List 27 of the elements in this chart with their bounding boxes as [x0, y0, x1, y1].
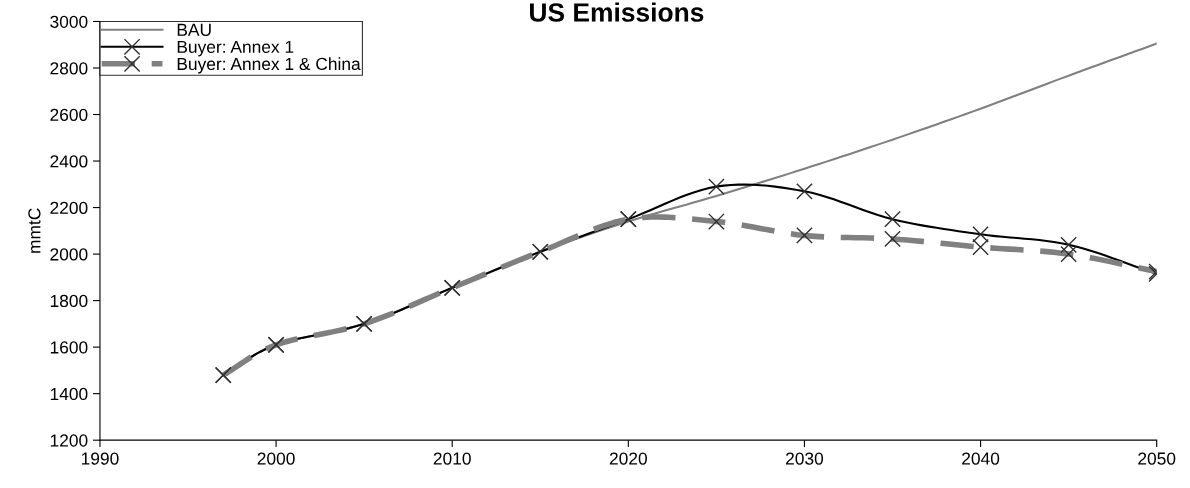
point — [884, 210, 901, 228]
y-tick-label: 1200 — [50, 434, 88, 447]
x-tick-label: 2020 — [609, 452, 647, 465]
x-tick-label: 2010 — [433, 452, 471, 465]
y-tick-label: 3000 — [50, 15, 88, 28]
y-tick-label: 2600 — [50, 108, 88, 121]
legend-label: Buyer: Annex 1 — [177, 40, 294, 57]
y-tick-label: 2800 — [50, 62, 88, 75]
x-tick-label: 2050 — [1138, 452, 1176, 465]
y-axis-title: mmtC — [28, 208, 41, 253]
y-tick-label: 2400 — [50, 155, 88, 168]
y-tick-label: 1600 — [50, 341, 88, 354]
point — [972, 225, 989, 243]
chart-title: US Emissions — [530, 2, 704, 22]
x-tick-label: 2030 — [786, 452, 824, 465]
point — [1060, 236, 1077, 254]
point — [708, 178, 725, 195]
x-tick-label: 2000 — [257, 452, 295, 465]
x-tick-label: 1990 — [81, 452, 119, 465]
y-tick-label: 2000 — [50, 248, 88, 261]
point — [796, 182, 813, 200]
legend-label: Buyer: Annex 1 & China — [177, 57, 361, 74]
legend-label: BAU — [177, 23, 211, 36]
y-tick-label: 1400 — [50, 387, 88, 401]
x-tick-label: 2040 — [962, 452, 1000, 465]
y-tick-label: 2200 — [50, 201, 88, 215]
y-tick-label: 1800 — [50, 294, 88, 308]
